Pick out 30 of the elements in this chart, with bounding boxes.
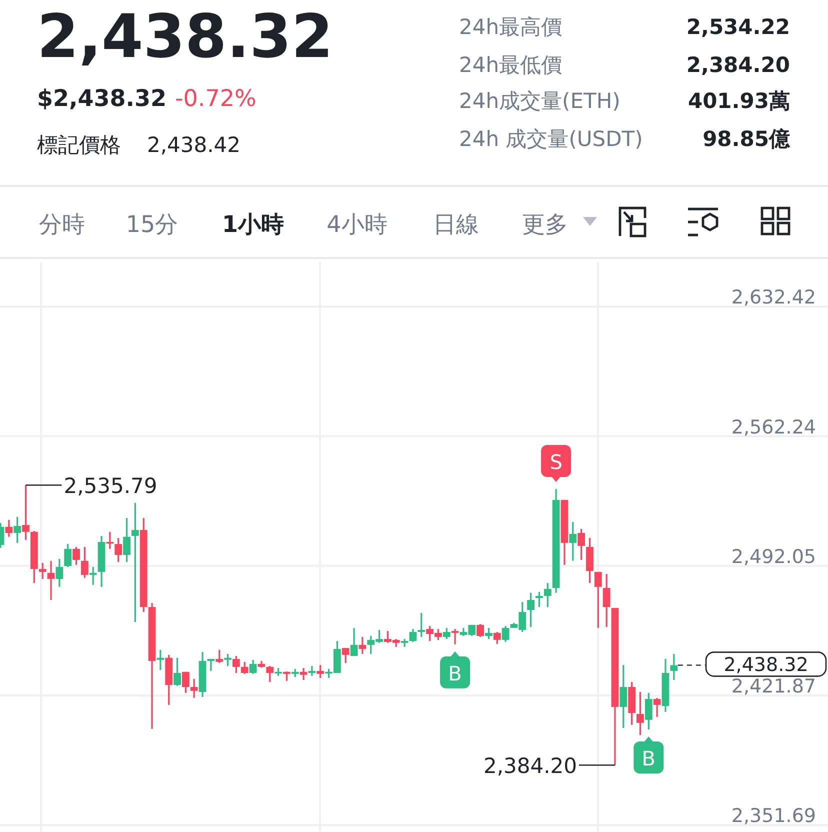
text: 2,384.20 — [686, 53, 790, 77]
text: 98.85億 — [702, 127, 791, 151]
text: 24h成交量(ETH) — [459, 89, 620, 113]
text: 標記價格 — [37, 133, 121, 157]
text: 24h 成交量(USDT) — [459, 127, 643, 151]
text: 401.93萬 — [688, 89, 790, 113]
text: 日線 — [433, 212, 479, 238]
text: $2,438.32 — [37, 86, 166, 112]
y-tick-label: 2,421.87 — [731, 676, 816, 698]
annotation: B — [642, 746, 656, 770]
text: 更多 — [522, 212, 568, 238]
text: 1小時 — [222, 212, 284, 238]
ref-line-label: 2,438.32 — [724, 654, 808, 676]
y-tick-label: 2,351.69 — [731, 805, 816, 828]
text: 分時 — [39, 212, 85, 238]
text: -0.72% — [175, 86, 256, 112]
annotation: S — [550, 450, 562, 474]
text: 15分 — [126, 212, 178, 238]
text: 4小時 — [326, 212, 388, 238]
text: 24h最低價 — [459, 53, 562, 77]
annotation: 2,535.79 — [64, 474, 158, 498]
y-tick-label: 2,562.24 — [731, 416, 816, 438]
y-tick-label: 2,492.05 — [731, 546, 816, 568]
text: 2,438.42 — [147, 133, 241, 157]
text: 2,534.22 — [686, 15, 790, 39]
y-tick-label: 2,632.42 — [731, 286, 816, 309]
annotation: B — [448, 661, 462, 686]
chart-title: 2,438.32 — [37, 2, 334, 72]
annotation: 2,384.20 — [483, 754, 577, 778]
text: 24h最高價 — [459, 15, 562, 39]
